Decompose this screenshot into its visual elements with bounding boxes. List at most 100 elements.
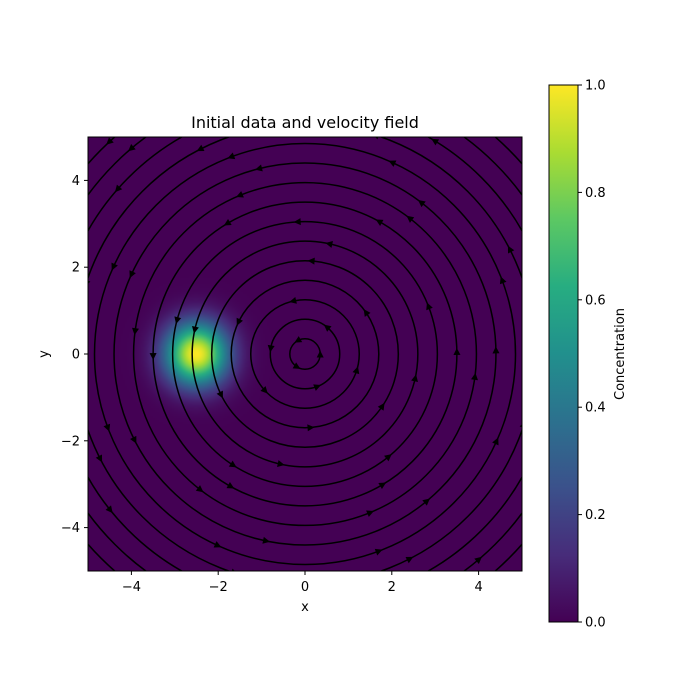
- streamline-arrow: [213, 541, 222, 548]
- streamline-arrow: [539, 270, 546, 278]
- streamline-arrow: [413, 86, 421, 92]
- streamline-arrow: [267, 344, 275, 353]
- streamline-arrow: [228, 460, 237, 468]
- streamline-arrow: [103, 423, 111, 432]
- streamline-arrow: [255, 164, 263, 172]
- streamline-arrow: [114, 184, 123, 193]
- colorbar-gradient: [549, 85, 578, 622]
- streamline-arrow: [192, 326, 199, 334]
- streamline-arrow: [429, 611, 437, 617]
- streamline-arrow: [52, 345, 59, 352]
- streamline: [191, 240, 419, 468]
- streamline-arrow: [322, 619, 329, 626]
- streamline-arrow: [52, 452, 58, 460]
- streamline-arrow: [426, 302, 433, 311]
- streamline-arrow: [262, 536, 270, 544]
- colorbar-tick-label: 0.8: [585, 186, 606, 201]
- streamline-arrow: [533, 441, 540, 449]
- colorbar-tick-label: 1.0: [585, 79, 606, 94]
- streamline-arrow: [195, 485, 204, 493]
- streamline-arrow: [223, 218, 232, 226]
- x-tick-label: 0: [301, 580, 309, 595]
- plot-area: −4 −2 0 2 4 −4 −2 0 2 4 x y: [23, 82, 597, 644]
- streamline-arrow: [289, 296, 297, 304]
- streamline-arrow: [263, 103, 270, 110]
- streamline-arrow: [307, 257, 315, 265]
- streamline-arrow: [111, 262, 118, 271]
- streamline-arrow: [590, 341, 597, 348]
- streamline-arrow: [366, 510, 374, 517]
- streamline-arrow: [443, 123, 451, 130]
- streamline-arrow: [411, 374, 418, 382]
- streamline-arrow: [492, 437, 499, 446]
- streamline-arrow: [519, 424, 522, 428]
- y-tick-label: 0: [72, 348, 80, 363]
- y-axis-ticks: −4 −2 0 2 4: [61, 174, 88, 536]
- y-tick-label: −4: [61, 521, 80, 536]
- streamline: [269, 318, 341, 390]
- streamline-arrow: [27, 440, 34, 448]
- streamline-arrow: [313, 384, 322, 391]
- streamlines: [23, 82, 597, 644]
- streamline: [171, 220, 439, 488]
- colorbar-label: Concentration: [613, 308, 628, 400]
- streamline-arrow: [431, 138, 440, 146]
- streamline-arrow: [352, 366, 360, 375]
- streamline-arrow: [149, 352, 157, 361]
- streamline-arrow: [252, 595, 260, 602]
- chart-title: Initial data and velocity field: [191, 113, 419, 132]
- x-tick-label: 4: [474, 580, 482, 595]
- streamline-arrow: [174, 316, 182, 325]
- streamline-arrow: [277, 460, 285, 467]
- streamline: [230, 279, 380, 429]
- y-tick-label: 2: [72, 261, 80, 276]
- colorbar-tick-label: 0.0: [585, 616, 606, 631]
- streamline-arrow: [128, 144, 136, 152]
- concentration-heatmap: [88, 137, 522, 571]
- streamline-arrow: [41, 286, 48, 294]
- streamline-arrow: [388, 160, 397, 167]
- streamline: [113, 162, 497, 546]
- streamline-arrow: [384, 454, 392, 462]
- colorbar-tick-label: 0.4: [585, 401, 606, 416]
- streamline-arrow: [307, 424, 315, 432]
- streamline: [93, 142, 517, 566]
- streamline-arrow: [374, 548, 383, 556]
- streamline-arrow: [130, 435, 137, 444]
- streamline-arrow: [492, 346, 500, 354]
- streamline-arrow: [540, 187, 547, 195]
- streamline-arrow: [227, 152, 236, 160]
- streamline-arrow: [375, 219, 384, 226]
- streamline-arrow: [377, 402, 385, 411]
- streamline-arrow: [281, 82, 288, 89]
- colorbar: 0.0 0.2 0.4 0.6 0.8 1.0 Concentration: [548, 79, 628, 631]
- streamline-arrow: [405, 556, 414, 564]
- streamline-arrow: [325, 241, 333, 248]
- x-tick-label: 2: [388, 580, 396, 595]
- streamline-arrow: [474, 556, 482, 564]
- streamline-arrow: [316, 350, 324, 358]
- streamline-arrow: [129, 270, 136, 279]
- streamline-arrow: [422, 498, 430, 506]
- streamline: [132, 181, 478, 527]
- streamline-arrow: [216, 390, 223, 399]
- streamline-arrow: [471, 372, 478, 381]
- streamline-arrow: [236, 317, 243, 326]
- streamline: [250, 299, 360, 409]
- streamline-arrow: [507, 245, 515, 254]
- streamline-arrow: [105, 505, 113, 514]
- streamline-arrow: [226, 482, 235, 489]
- streamline-arrow: [270, 637, 277, 644]
- streamline-arrow: [323, 324, 332, 332]
- streamline-arrow: [363, 309, 371, 317]
- streamline-arrow: [132, 327, 139, 336]
- x-tick-label: −4: [122, 580, 141, 595]
- streamline-arrow: [236, 191, 244, 198]
- streamline-arrow: [23, 278, 30, 286]
- streamline-arrow: [294, 336, 303, 343]
- colorbar-tick-label: 0.6: [585, 293, 606, 308]
- streamline-arrow: [453, 347, 461, 356]
- x-axis-ticks: −4 −2 0 2 4: [122, 571, 483, 595]
- streamline-arrow: [378, 482, 387, 490]
